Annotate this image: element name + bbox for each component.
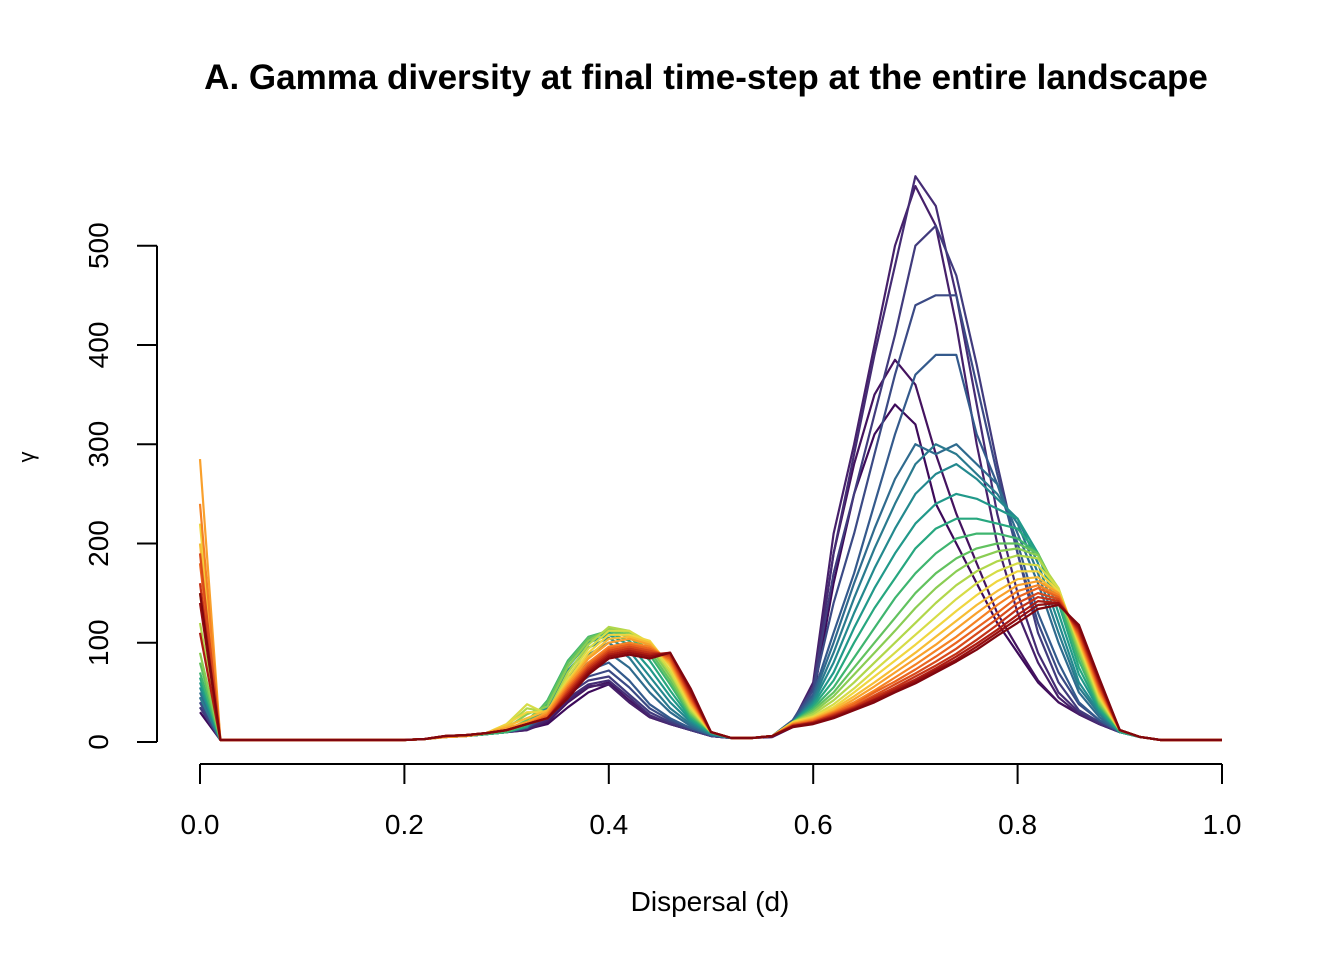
y-tick-label: 100 [83, 619, 114, 666]
y-tick-label: 0 [83, 734, 114, 750]
y-axis-label: γ [14, 452, 39, 463]
chart-title: A. Gamma diversity at final time-step at… [204, 58, 1208, 97]
y-tick-label: 500 [83, 222, 114, 269]
series-layer [198, 175, 1222, 742]
x-tick-label: 1.0 [1203, 809, 1242, 840]
x-tick-label: 0.4 [589, 809, 628, 840]
x-tick-label: 0.6 [794, 809, 833, 840]
y-tick-label: 200 [83, 520, 114, 567]
x-tick-label: 0.0 [181, 809, 220, 840]
series-line-16 [198, 554, 1222, 742]
series-line-10 [198, 463, 1222, 742]
x-tick-label: 0.2 [385, 809, 424, 840]
axis-layer: 0.0 0.2 0.4 0.6 0.8 1.0 0 100 200 300 400 500 Disper… [14, 222, 1241, 917]
x-tick-label: 0.8 [998, 809, 1037, 840]
y-tick-label: 300 [83, 421, 114, 468]
x-axis-label: Dispersal (d) [631, 886, 790, 917]
series-line-6 [199, 294, 1222, 742]
series-line-27 [198, 592, 1222, 742]
y-tick-label: 400 [83, 322, 114, 369]
series-line-7 [199, 353, 1222, 742]
series-line-3 [199, 185, 1222, 742]
